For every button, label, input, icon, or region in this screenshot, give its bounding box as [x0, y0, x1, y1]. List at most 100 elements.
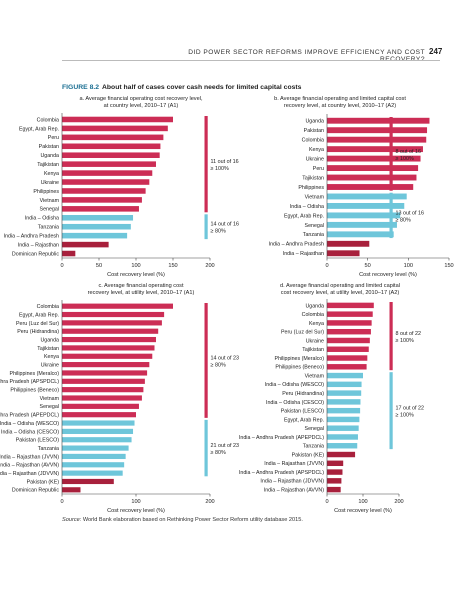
chart-d-category-label: Tanzania [303, 444, 324, 450]
chart-b-bar [327, 250, 360, 257]
chart-c-bar [62, 345, 155, 351]
chart-b-bar [327, 202, 405, 209]
chart-b-bar [327, 117, 430, 124]
chart-a-category-label: Egypt, Arab Rep. [19, 126, 59, 132]
chart-a-bracket-bar [204, 214, 208, 240]
chart-c-x-tick-label: 100 [131, 499, 140, 505]
chart-a-category-label: Tajikistan [37, 162, 59, 168]
chart-d-bar [327, 478, 342, 484]
chart-b-category-label: Peru [313, 166, 324, 172]
chart-c-bar [62, 428, 134, 434]
chart-d-category-label: Peru (Hidrandina) [282, 391, 324, 397]
chart-b-category-label: Kenya [309, 147, 324, 153]
chart-d-category-label: India – Rajasthan (AVVN) [264, 488, 324, 494]
chart-d-bar [327, 434, 358, 440]
chart-b-x-tick-label: 0 [325, 263, 328, 269]
chart-d-bar [327, 407, 361, 414]
chart-a-x-axis-label: Cost recovery level (%) [107, 272, 165, 278]
chart-c-bracket-bar [204, 303, 208, 418]
chart-a-category-label: Uganda [40, 153, 59, 159]
chart-c-bar [62, 420, 135, 426]
chart-a-bar [62, 116, 173, 123]
chart-a-bar [62, 206, 139, 212]
chart-d-bracket-label: 17 out of 22 [396, 406, 424, 412]
chart-a-bracket-sublabel: ≥ 100% [211, 166, 229, 172]
chart-c-category-label: India – Andhra Pradesh (APSPDCL) [0, 379, 59, 385]
chart-b-category-label: Colombia [302, 138, 324, 144]
chart-d-category-label: Egypt, Arab Rep. [284, 417, 324, 423]
chart-d-bar [327, 302, 374, 309]
chart-b-category-label: Vietnam [305, 194, 325, 200]
chart-b-x-tick-label: 50 [365, 263, 371, 269]
chart-c-bar [62, 303, 173, 309]
chart-d-bar [327, 311, 373, 317]
chart-a-category-label: Tanzania [38, 225, 59, 231]
chart-a-bar [62, 232, 128, 239]
chart-a-bar [62, 125, 168, 132]
chart-c-title-line1: c. Average financial operating cost [98, 283, 184, 289]
chart-b-x-axis-label: Cost recovery level (%) [359, 272, 417, 278]
chart-c-category-label: India – Rajasthan (JVVN) [0, 454, 59, 460]
chart-a-category-label: Pakistan [39, 144, 59, 150]
chart-d-category-label: India – Andhra Pradesh (APSPDCL) [239, 470, 324, 476]
chart-b-category-label: India – Andhra Pradesh [269, 242, 324, 248]
chart-d-category-label: Philippines (Beneco) [275, 365, 324, 371]
chart-b-bracket-bar [389, 117, 393, 191]
chart-d-bar [327, 346, 369, 352]
chart-c-bar [62, 437, 132, 443]
chart-b-bar [327, 240, 370, 247]
chart-c-category-label: India – Odisha (CESCO) [1, 429, 59, 435]
chart-c-category-label: Tanzania [38, 446, 59, 452]
chart-d-x-axis-label: Cost recovery level (%) [334, 508, 392, 514]
chart-d-bar [327, 443, 358, 449]
chart-c-bar [62, 487, 81, 493]
chart-c-bar [62, 353, 153, 359]
chart-d-category-label: Ukraine [306, 338, 324, 344]
chart-d-x-tick-label: 200 [394, 499, 403, 505]
chart-b-bar [327, 212, 401, 219]
chart-b-bracket-label: 13 out of 16 [396, 210, 424, 216]
chart-b-title-line2: recovery level, at country level, 2010–1… [284, 103, 396, 109]
chart-d-bar [327, 399, 361, 405]
chart-c-bar [62, 362, 150, 368]
chart-a-bar [62, 197, 142, 203]
chart-b-bar [327, 165, 419, 172]
chart-c-bracket-sublabel: ≥ 80% [211, 450, 226, 456]
chart-c-category-label: Tajikistan [37, 346, 59, 352]
chart-c-bar [62, 478, 114, 485]
chart-c-x-axis-label: Cost recovery level (%) [107, 508, 165, 514]
chart-b-category-label: Tanzania [303, 232, 324, 238]
chart-a-category-label: India – Andhra Pradesh [4, 234, 59, 240]
chart-a-x-tick-label: 0 [60, 263, 63, 269]
chart-d-x-tick-label: 0 [325, 499, 328, 505]
chart-d-bar [327, 364, 367, 370]
chart-a-bar [62, 241, 109, 248]
chart-b-bar [327, 155, 421, 162]
chart-a-bar [62, 152, 160, 158]
chart-a-category-label: Senegal [40, 207, 59, 213]
chart-b-x-tick-label: 100 [404, 263, 413, 269]
chart-b-bracket-label: 8 out of 16 [396, 149, 421, 155]
chart-a-title-line1: a. Average financial operating cost reco… [79, 96, 202, 102]
chart-a-bar [62, 223, 131, 230]
chart-a-category-label: Dominican Republic [12, 251, 59, 257]
chart-b-bar [327, 127, 428, 134]
chart-d-category-label: Philippines (Meralco) [275, 356, 325, 362]
chart-a-bar [62, 188, 146, 194]
chart-b-category-label: Ukraine [306, 157, 324, 163]
chart-c-bar [62, 328, 159, 334]
chart-d-title-line1: d. Average financial operating and limit… [280, 283, 400, 289]
chart-a-bar [62, 170, 153, 176]
chart-d-bar [327, 390, 362, 396]
chart-d-category-label: Colombia [302, 312, 324, 318]
chart-a-title-line2: at country level, 2010–17 (A1) [104, 103, 179, 109]
source-label: Source: [62, 517, 82, 523]
chart-c-bracket-sublabel: ≥ 80% [211, 362, 226, 368]
chart-c-bar [62, 320, 162, 326]
chart-a-x-tick-label: 200 [205, 263, 214, 269]
chart-b-bracket-sublabel: ≥ 100% [396, 156, 414, 162]
running-title: DID POWER SECTOR REFORMS IMPROVE EFFICIE… [188, 49, 425, 63]
chart-d-category-label: India – Odisha (CESCO) [266, 400, 324, 406]
chart-d-bar [327, 486, 341, 493]
chart-c-category-label: Pakistan (LESCO) [16, 438, 60, 444]
